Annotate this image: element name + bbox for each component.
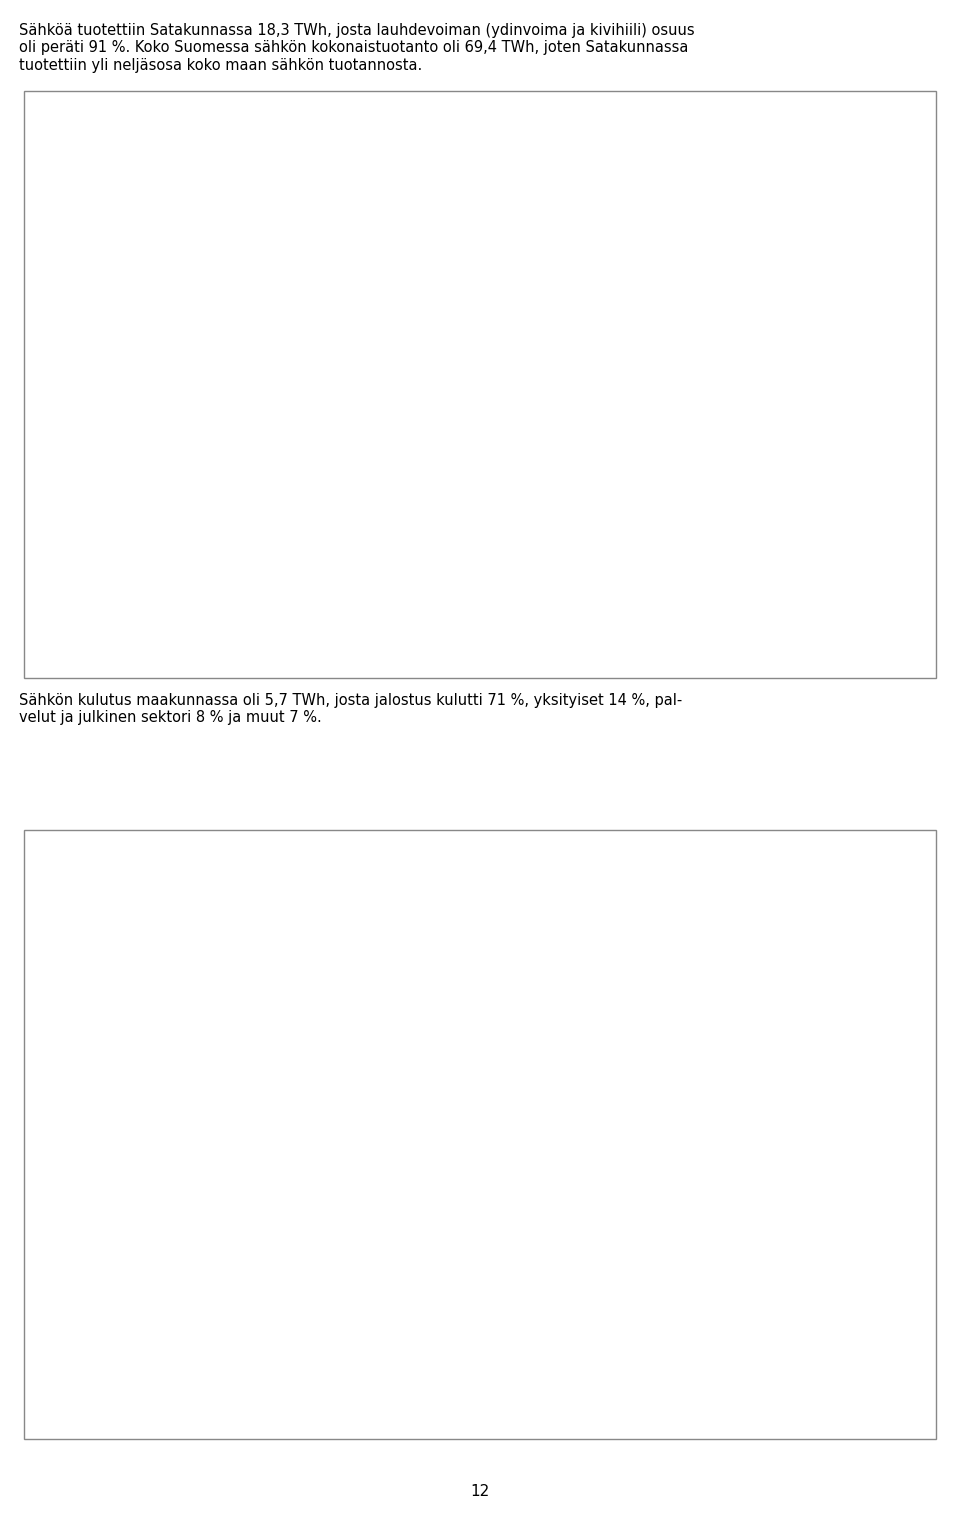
Wedge shape xyxy=(299,981,634,1322)
Text: 5 700 GWh: 5 700 GWh xyxy=(464,892,564,911)
Text: Julkinen sektori
3 %: Julkinen sektori 3 % xyxy=(480,899,583,928)
Text: 18 256 GWh: 18 256 GWh xyxy=(456,152,569,171)
Text: Ydinvoima
78 %: Ydinvoima 78 % xyxy=(717,510,786,538)
Wedge shape xyxy=(391,987,463,1151)
Text: Vastapainevoima
6 %: Vastapainevoima 6 % xyxy=(369,163,483,192)
Text: 12: 12 xyxy=(470,1483,490,1499)
Wedge shape xyxy=(433,238,464,401)
Text: Tuulivoima
0 %: Tuulivoima 0 % xyxy=(627,184,699,213)
Wedge shape xyxy=(420,981,463,1151)
Text: Sähkön kulutus maakunnassa oli 5,7 TWh, josta jalostus kulutti 71 %, yksityiset : Sähkön kulutus maakunnassa oli 5,7 TWh, … xyxy=(19,693,683,725)
Text: Sähkön tuotanto Satakunnassa 1999: Sähkön tuotanto Satakunnassa 1999 xyxy=(341,114,684,133)
Wedge shape xyxy=(300,238,627,565)
Wedge shape xyxy=(325,1028,463,1151)
Text: Jalostus
71 %: Jalostus 71 % xyxy=(718,1273,770,1302)
Text: Vesivoima
3 %: Vesivoima 3 % xyxy=(499,163,567,192)
Text: Lauhdevoima (ei
ydinvoima)
13 %: Lauhdevoima (ei ydinvoima) 13 % xyxy=(145,306,256,349)
Wedge shape xyxy=(347,998,463,1151)
Text: Maatalous
3 %: Maatalous 3 % xyxy=(233,944,301,973)
Wedge shape xyxy=(303,263,464,401)
Text: Yksityinen
14 %: Yksityinen 14 % xyxy=(132,1078,200,1106)
Wedge shape xyxy=(293,1051,463,1194)
Text: Sähköä tuotettiin Satakunnassa 18,3 TWh, josta lauhdevoiman (ydinvoima ja kivihi: Sähköä tuotettiin Satakunnassa 18,3 TWh,… xyxy=(19,23,695,73)
Text: Häviöt verkossa
4 %: Häviöt verkossa 4 % xyxy=(603,915,708,944)
Wedge shape xyxy=(376,241,464,401)
Text: Palvelut
5 %: Palvelut 5 % xyxy=(370,906,422,934)
Text: Sähkön kulutus Satakunnassa 1999: Sähkön kulutus Satakunnassa 1999 xyxy=(348,854,681,871)
